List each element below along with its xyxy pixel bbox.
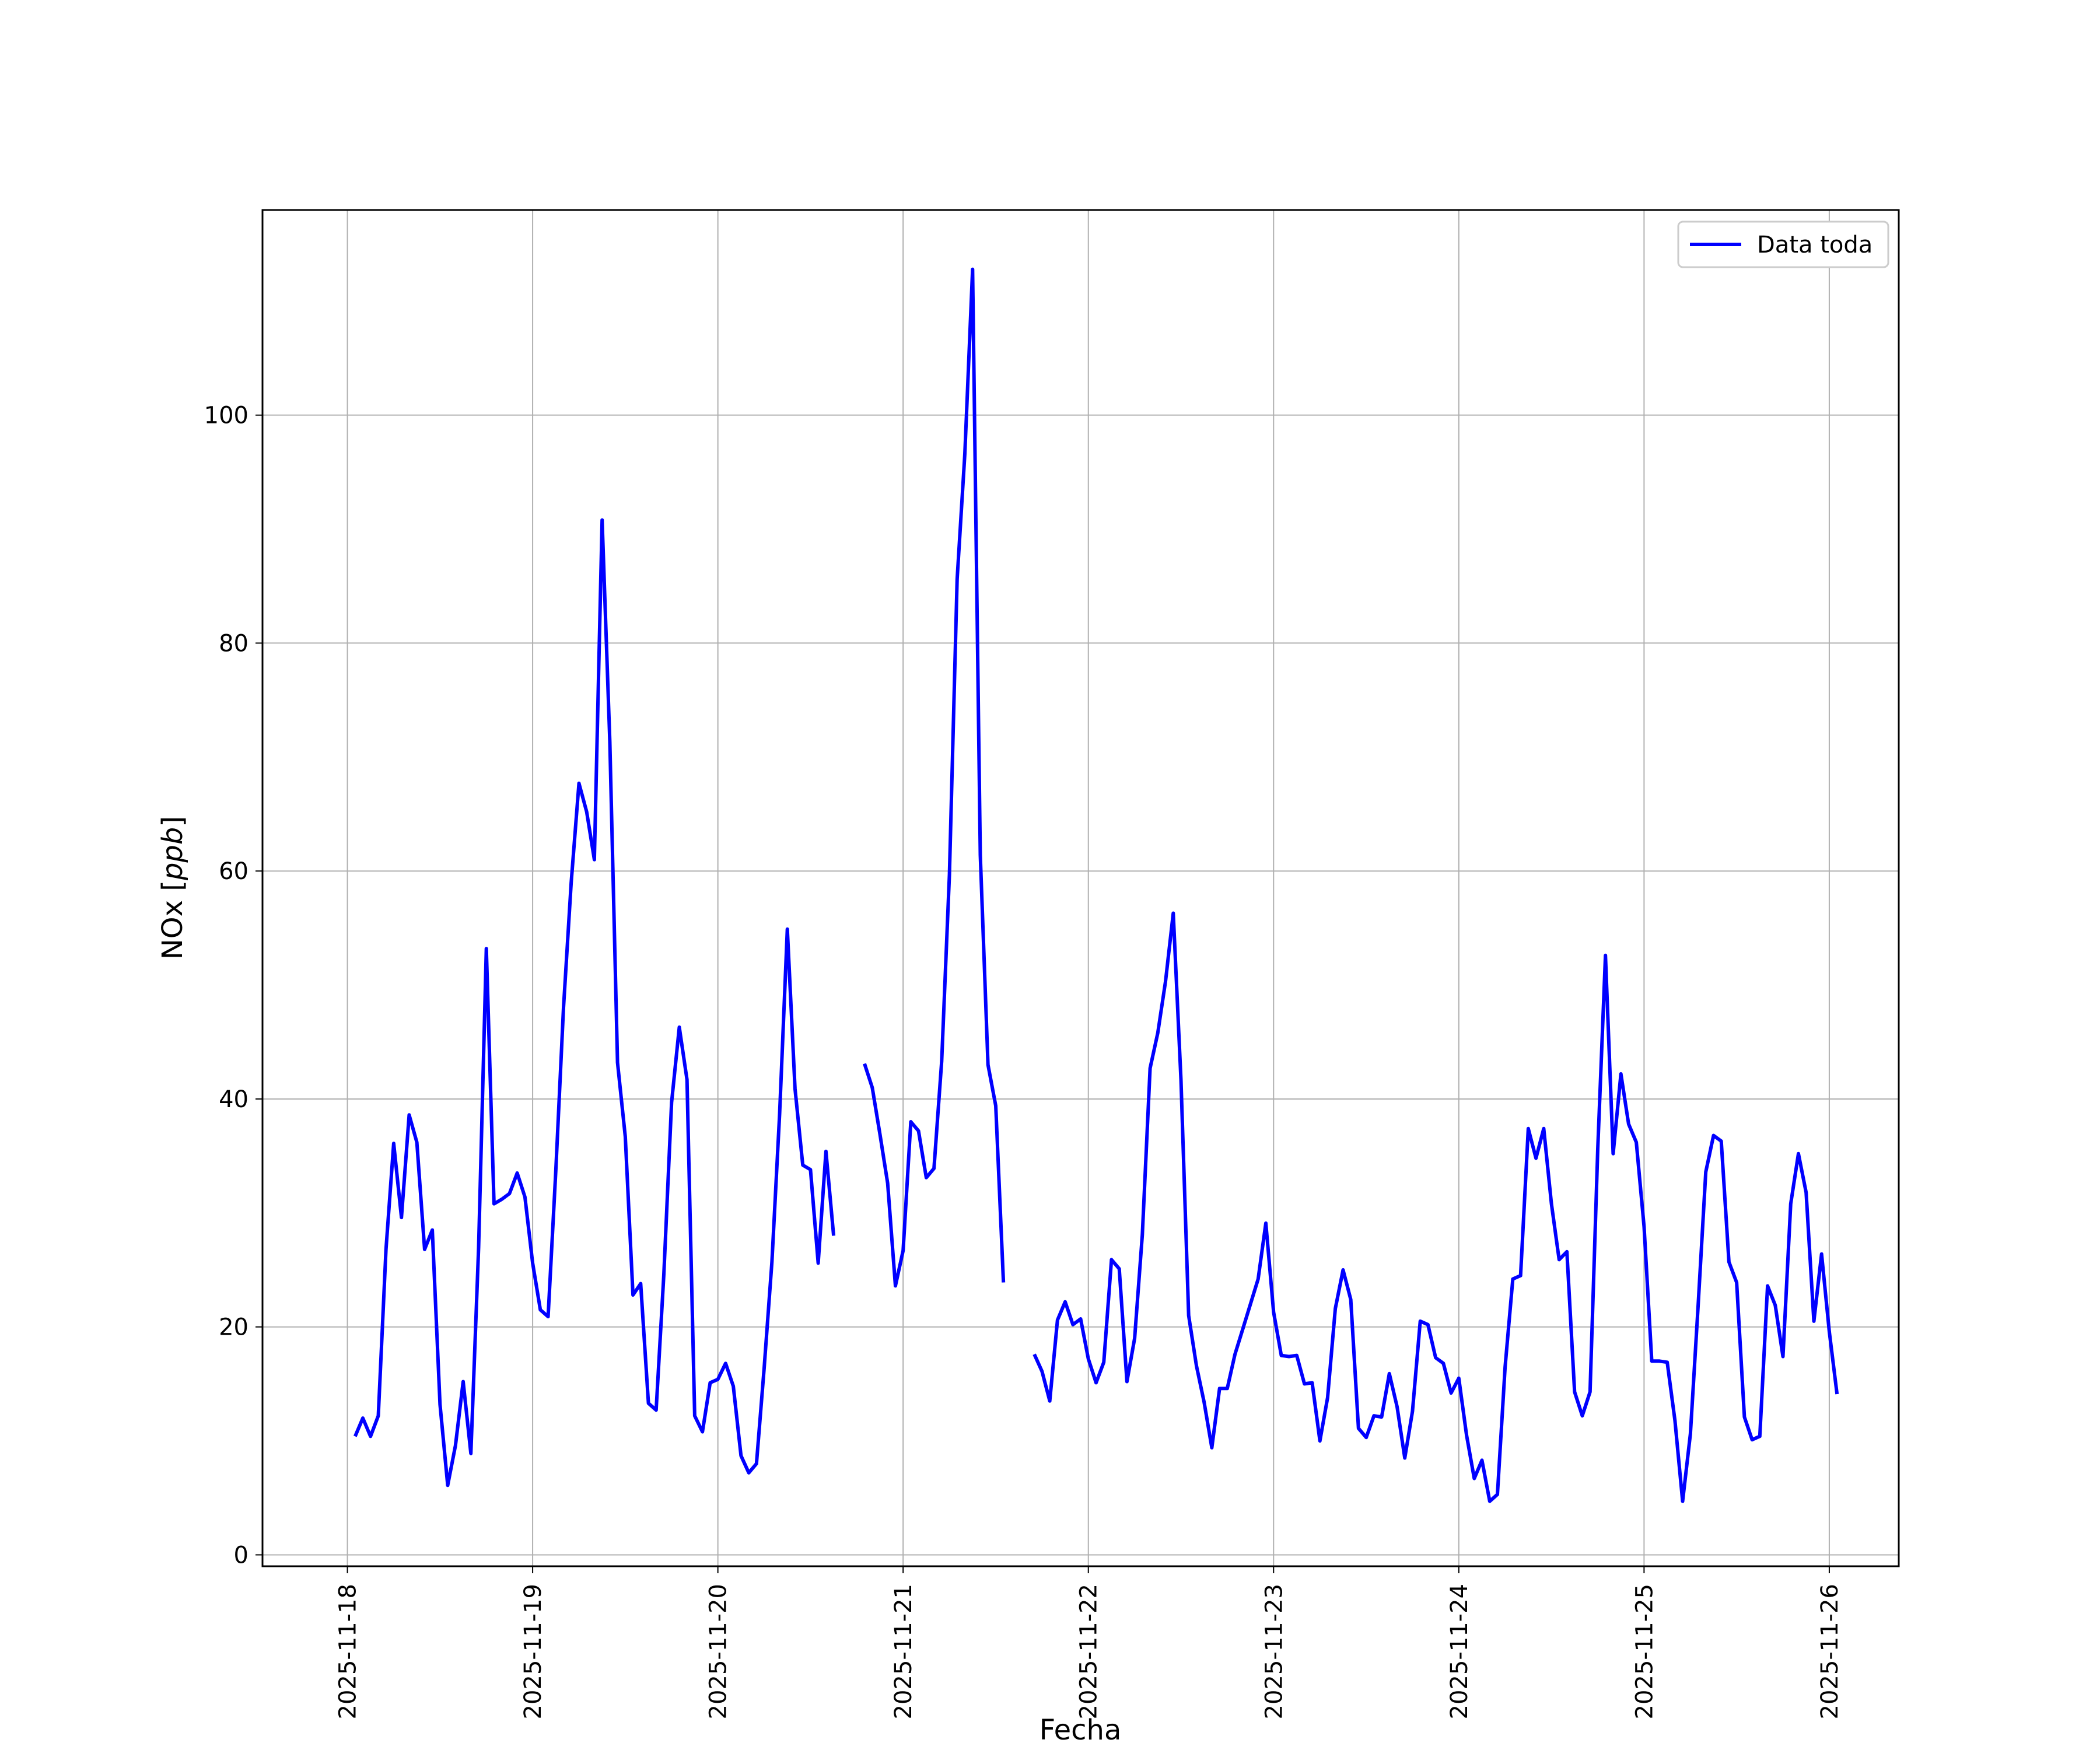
legend: Data toda xyxy=(1677,220,1889,268)
y-tick-label: 40 xyxy=(219,1086,249,1113)
plot-frame xyxy=(261,209,1900,1567)
series-line-segment xyxy=(863,267,1006,1288)
x-tick-label: 2025-11-20 xyxy=(705,1584,732,1719)
y-axis-label-unit: ppb xyxy=(156,827,189,881)
x-tick-label: 2025-11-19 xyxy=(520,1584,547,1719)
y-tick-label: 0 xyxy=(234,1542,249,1569)
y-tick-label: 20 xyxy=(219,1314,249,1341)
y-tick-label: 100 xyxy=(204,402,249,429)
y-axis-label: NOx [ppb] xyxy=(156,816,189,960)
x-tick-label: 2025-11-24 xyxy=(1446,1584,1473,1719)
x-tick-label: 2025-11-26 xyxy=(1817,1584,1843,1719)
x-tick-label: 2025-11-18 xyxy=(335,1584,362,1719)
series-line-segment xyxy=(354,518,836,1488)
y-tick-label: 80 xyxy=(219,630,249,657)
series-line-segment xyxy=(1032,911,1839,1503)
y-tick-label: 60 xyxy=(219,858,249,885)
y-axis-label-main: NOx [ xyxy=(156,880,189,960)
y-axis-label-close: ] xyxy=(156,816,189,827)
legend-box xyxy=(1677,220,1889,268)
series-layer xyxy=(354,267,1839,1503)
x-tick-label: 2025-11-21 xyxy=(890,1584,917,1719)
legend-label: Data toda xyxy=(1757,232,1873,258)
x-axis-label: Fecha xyxy=(1040,1714,1122,1746)
x-tick-label: 2025-11-23 xyxy=(1261,1584,1287,1719)
y-axis-ticks: 0 20 40 60 80 100 xyxy=(204,402,262,1569)
x-tick-label: 2025-11-25 xyxy=(1631,1584,1658,1719)
x-axis-ticks: 2025-11-18 2025-11-19 2025-11-20 2025-11-21… xyxy=(335,1566,1843,1719)
x-tick-label: 2025-11-22 xyxy=(1076,1584,1102,1719)
